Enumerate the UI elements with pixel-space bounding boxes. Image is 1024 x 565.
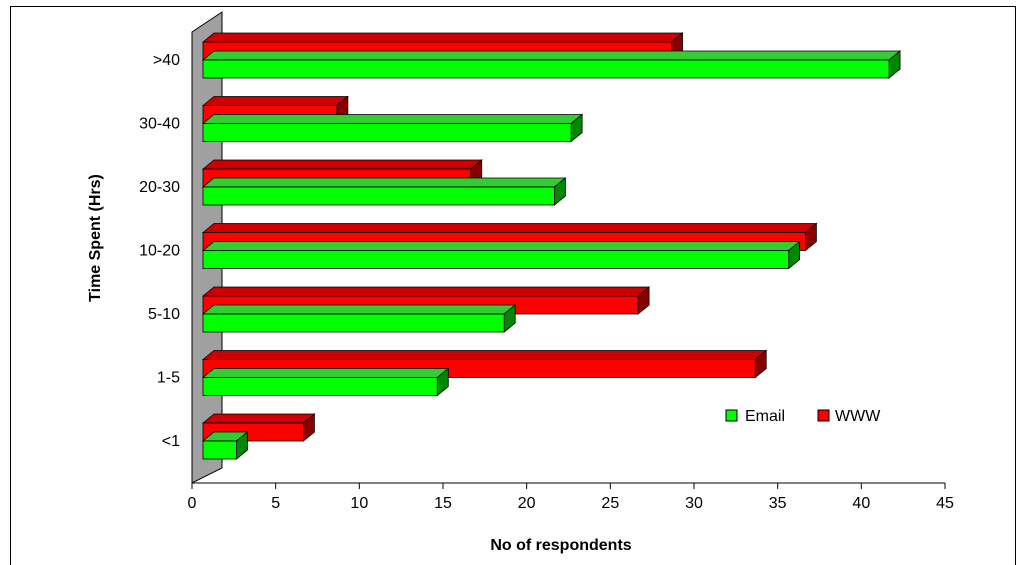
bar-email-top-face [201, 368, 450, 378]
x-tick-label: 35 [769, 495, 787, 512]
bar-www-top-face [201, 159, 483, 170]
bar-email-front-face [202, 440, 237, 460]
y-tick-label: <1 [162, 433, 180, 450]
x-tick-label: 40 [852, 495, 870, 512]
bar-www-top-face [201, 350, 768, 360]
y-tick-labels: <1 1-5 5-10 10-20 20-30 30-40 >40 [139, 52, 180, 450]
y-axis-title: Time Spent (Hrs) [87, 174, 104, 302]
bar-email-front-face [202, 59, 890, 79]
bar-email-5 [201, 113, 584, 143]
y-tick-label: >40 [153, 52, 180, 69]
chart-border [10, 6, 1016, 565]
bar-email-0 [201, 431, 249, 460]
bar-email-front-face [202, 250, 790, 269]
y-tick-label: 1-5 [157, 370, 180, 387]
x-ticks: 0 5 10 15 20 25 30 35 40 45 [188, 483, 954, 512]
x-tick-label: 45 [936, 495, 954, 512]
bar-www-top-face [201, 96, 349, 106]
bar-email-top-face [201, 50, 902, 61]
x-tick-label: 0 [188, 495, 197, 512]
legend-swatch-www [817, 409, 830, 422]
x-tick-label: 5 [271, 495, 280, 512]
legend-label-www: WWW [835, 408, 881, 425]
bar-email-1 [201, 367, 450, 397]
bar-email-front-face [202, 377, 438, 396]
y-tick-label: 5-10 [148, 306, 180, 323]
bar-email-front-face [202, 313, 505, 333]
x-tick-label: 30 [685, 495, 703, 512]
x-tick-label: 20 [518, 495, 536, 512]
bar-email-4 [201, 177, 567, 206]
x-axis-title: No of respondents [490, 537, 631, 554]
y-tick-label: 10-20 [139, 243, 180, 260]
bar-www-top-face [201, 286, 651, 297]
bar-email-6 [201, 50, 902, 79]
legend-swatch-email [725, 409, 738, 422]
bar-email-top-face [201, 177, 567, 188]
x-tick-label: 15 [434, 495, 452, 512]
bar-www-top-face [201, 223, 818, 233]
legend: Email WWW [725, 408, 881, 425]
bar-email-top-face [201, 304, 517, 315]
bar-email-3 [201, 240, 801, 270]
y-tick-label: 20-30 [139, 179, 180, 196]
bar-email-top-face [201, 241, 801, 251]
bar-email-front-face [202, 123, 572, 142]
legend-label-email: Email [745, 408, 785, 425]
bar-email-top-face [201, 114, 584, 124]
bar-www-top-face [201, 32, 684, 43]
bar-email-2 [201, 304, 517, 333]
bars-layer [201, 32, 902, 460]
x-tick-label: 10 [350, 495, 368, 512]
y-tick-label: 30-40 [139, 116, 180, 133]
x-tick-label: 25 [601, 495, 619, 512]
bar-email-front-face [202, 186, 555, 206]
bar-www-top-face [201, 413, 316, 424]
